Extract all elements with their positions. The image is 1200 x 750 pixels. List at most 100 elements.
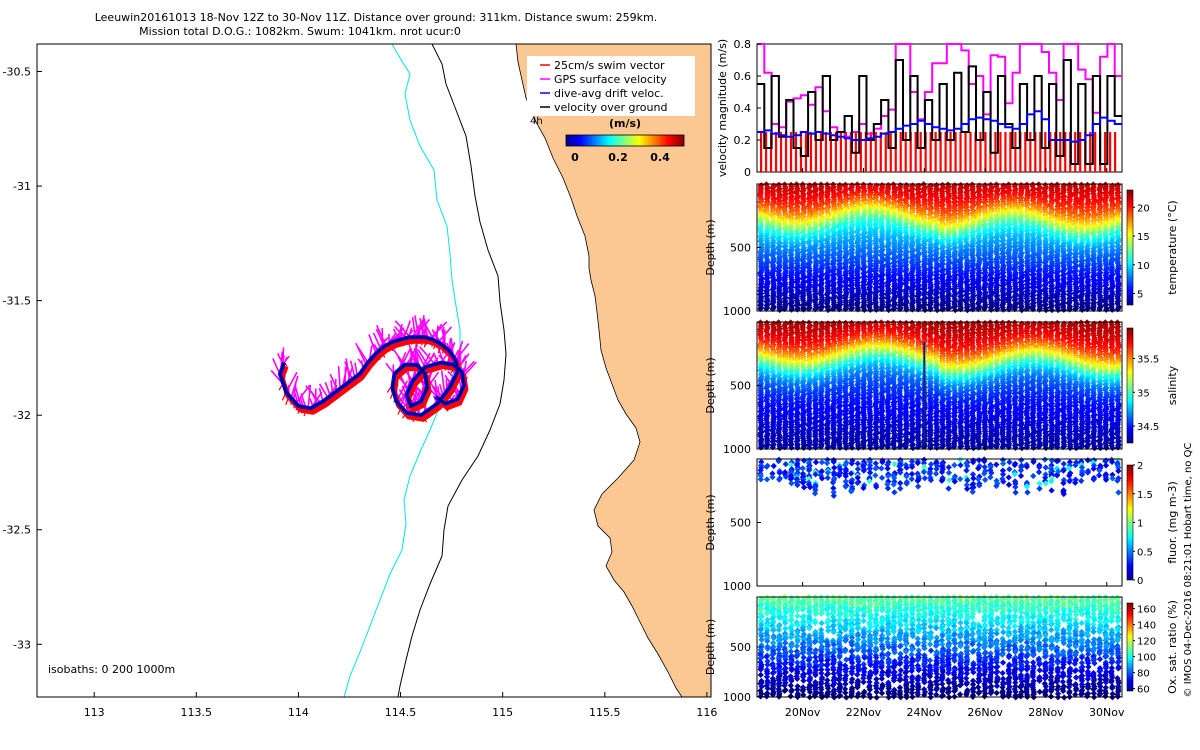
gps-velocity-vector — [368, 334, 377, 354]
swim-speed-bar — [1089, 132, 1092, 172]
swim-speed-bar — [959, 132, 962, 172]
gps-velocity-vector — [318, 383, 329, 399]
swim-speed-bar — [874, 132, 877, 172]
swim-speed-bar — [814, 132, 818, 172]
map-ytick-label: -32 — [13, 409, 31, 422]
map-colorbar-tick-0: 0 — [571, 151, 579, 164]
velocity-ytick-label: 0.6 — [734, 70, 752, 83]
swim-speed-bar — [1049, 132, 1052, 172]
gps-velocity-vector — [292, 382, 297, 401]
swim-speed-bar — [954, 132, 957, 172]
swim-speed-bar — [859, 132, 862, 172]
map-xtick-label: 114.5 — [385, 706, 417, 719]
gps-velocity-vector — [337, 366, 341, 389]
swim-speed-bar — [1109, 132, 1112, 172]
legend-gps-label: GPS surface velocity — [554, 73, 667, 86]
map-legend: 25cm/s swim vector GPS surface velocity … — [527, 56, 695, 164]
gps-velocity-vector — [318, 387, 324, 402]
gps-velocity-vector — [457, 352, 463, 372]
temperature-cbar-tick-label: 5 — [1137, 290, 1143, 301]
gps-velocity-vector — [434, 379, 439, 399]
swim-speed-bar — [879, 132, 882, 172]
velocity-panel: 00.20.40.60.8 velocity magnitude (m/s) — [716, 38, 1123, 179]
swim-speed-bar — [824, 132, 828, 172]
figure-title-line2: Mission total D.O.G.: 1082km. Swum: 1041… — [139, 25, 461, 38]
gps-velocity-vector — [440, 370, 446, 395]
map-xtick-label: 113.5 — [181, 706, 213, 719]
gps-velocity-vector — [330, 380, 334, 395]
velocity-dive-line — [757, 110, 1122, 143]
swim-speed-bar — [919, 132, 922, 172]
swim-speed-bar — [794, 132, 798, 172]
temperature-ylabel: Depth (m) — [704, 219, 717, 275]
map-xtick-label: 113 — [84, 706, 105, 719]
swim-speed-bar — [1014, 132, 1017, 172]
isobaths-label: isobaths: 0 200 1000m — [48, 663, 175, 676]
gps-velocity-vector — [294, 385, 302, 407]
map-xtick-label: 115.5 — [589, 706, 621, 719]
swim-speed-bar — [1029, 132, 1032, 172]
map-xtick-label: 115 — [492, 706, 513, 719]
swim-speed-bar — [1079, 132, 1082, 172]
swim-track-band — [279, 338, 469, 422]
swim-speed-bar — [829, 132, 833, 172]
map-colorbar-tick-1: 0.2 — [608, 151, 628, 164]
map-colorbar — [565, 134, 685, 147]
swim-speed-bar — [1054, 132, 1057, 172]
swim-speed-bar — [909, 132, 912, 172]
swim-speed-bar — [884, 132, 887, 172]
map-ytick-label: -33 — [13, 638, 31, 651]
swim-speed-bar — [914, 132, 917, 172]
swim-speed-bar — [769, 132, 773, 172]
gps-velocity-vector — [324, 382, 332, 397]
land-mass — [515, 44, 711, 697]
swim-speed-bar — [894, 132, 897, 172]
swim-speed-bar — [849, 132, 852, 172]
velocity-ylabel: velocity magnitude (m/s) — [716, 39, 729, 177]
swim-speed-bar — [760, 132, 763, 172]
gps-velocity-vector — [403, 320, 412, 339]
map-panel: 113 113.5 114 114.5 115 115.5 116-30.5-31-31.5… — [3, 43, 717, 719]
map-xtick-label: 114 — [288, 706, 309, 719]
gps-velocity-vector — [411, 317, 417, 338]
swim-speed-bar — [934, 132, 937, 172]
temperature-sample — [757, 305, 764, 313]
gps-velocity-vector — [372, 332, 382, 350]
gps-velocity-vector — [409, 348, 413, 365]
velocity-ytick-label: 0 — [744, 166, 751, 179]
swim-speed-bar — [939, 132, 942, 172]
ground-track-line — [279, 336, 465, 416]
swim-speed-bar — [844, 132, 847, 172]
swim-speed-bar — [1044, 132, 1047, 172]
swim-speed-bar — [904, 132, 907, 172]
swim-speed-bar — [1039, 132, 1042, 172]
swim-speed-bar — [784, 132, 788, 172]
velocity-ytick-label: 0.2 — [734, 134, 752, 147]
swim-speed-bar — [944, 132, 947, 172]
temperature-colorbar — [1126, 189, 1134, 306]
swim-speed-bar — [984, 132, 987, 172]
velocity-ytick-label: 0.4 — [734, 102, 752, 115]
swim-speed-bar — [1024, 132, 1027, 172]
gps-velocity-vector — [413, 318, 431, 338]
map-colorbar-tick-2: 0.4 — [650, 151, 670, 164]
gps-velocity-vector — [441, 328, 448, 349]
gps-velocity-vector — [307, 384, 312, 408]
gps-velocity-vector — [391, 347, 406, 366]
gps-velocity-vector — [305, 385, 322, 404]
swim-speed-bar — [974, 132, 977, 172]
gps-velocity-vector — [357, 346, 369, 363]
swim-speed-bar — [949, 132, 952, 172]
swim-speed-bar — [1104, 132, 1107, 172]
gps-velocity-vector — [394, 320, 411, 338]
swim-speed-bar — [1059, 132, 1062, 172]
gps-velocity-vector — [385, 362, 396, 375]
swim-speed-bar — [1004, 132, 1007, 172]
swim-speed-bar — [964, 132, 967, 172]
gps-velocity-vector — [329, 373, 339, 391]
swim-speed-bar — [869, 132, 872, 172]
gps-velocity-vector — [414, 315, 420, 338]
temperature-cbar-tick-label: 10 — [1137, 261, 1150, 272]
